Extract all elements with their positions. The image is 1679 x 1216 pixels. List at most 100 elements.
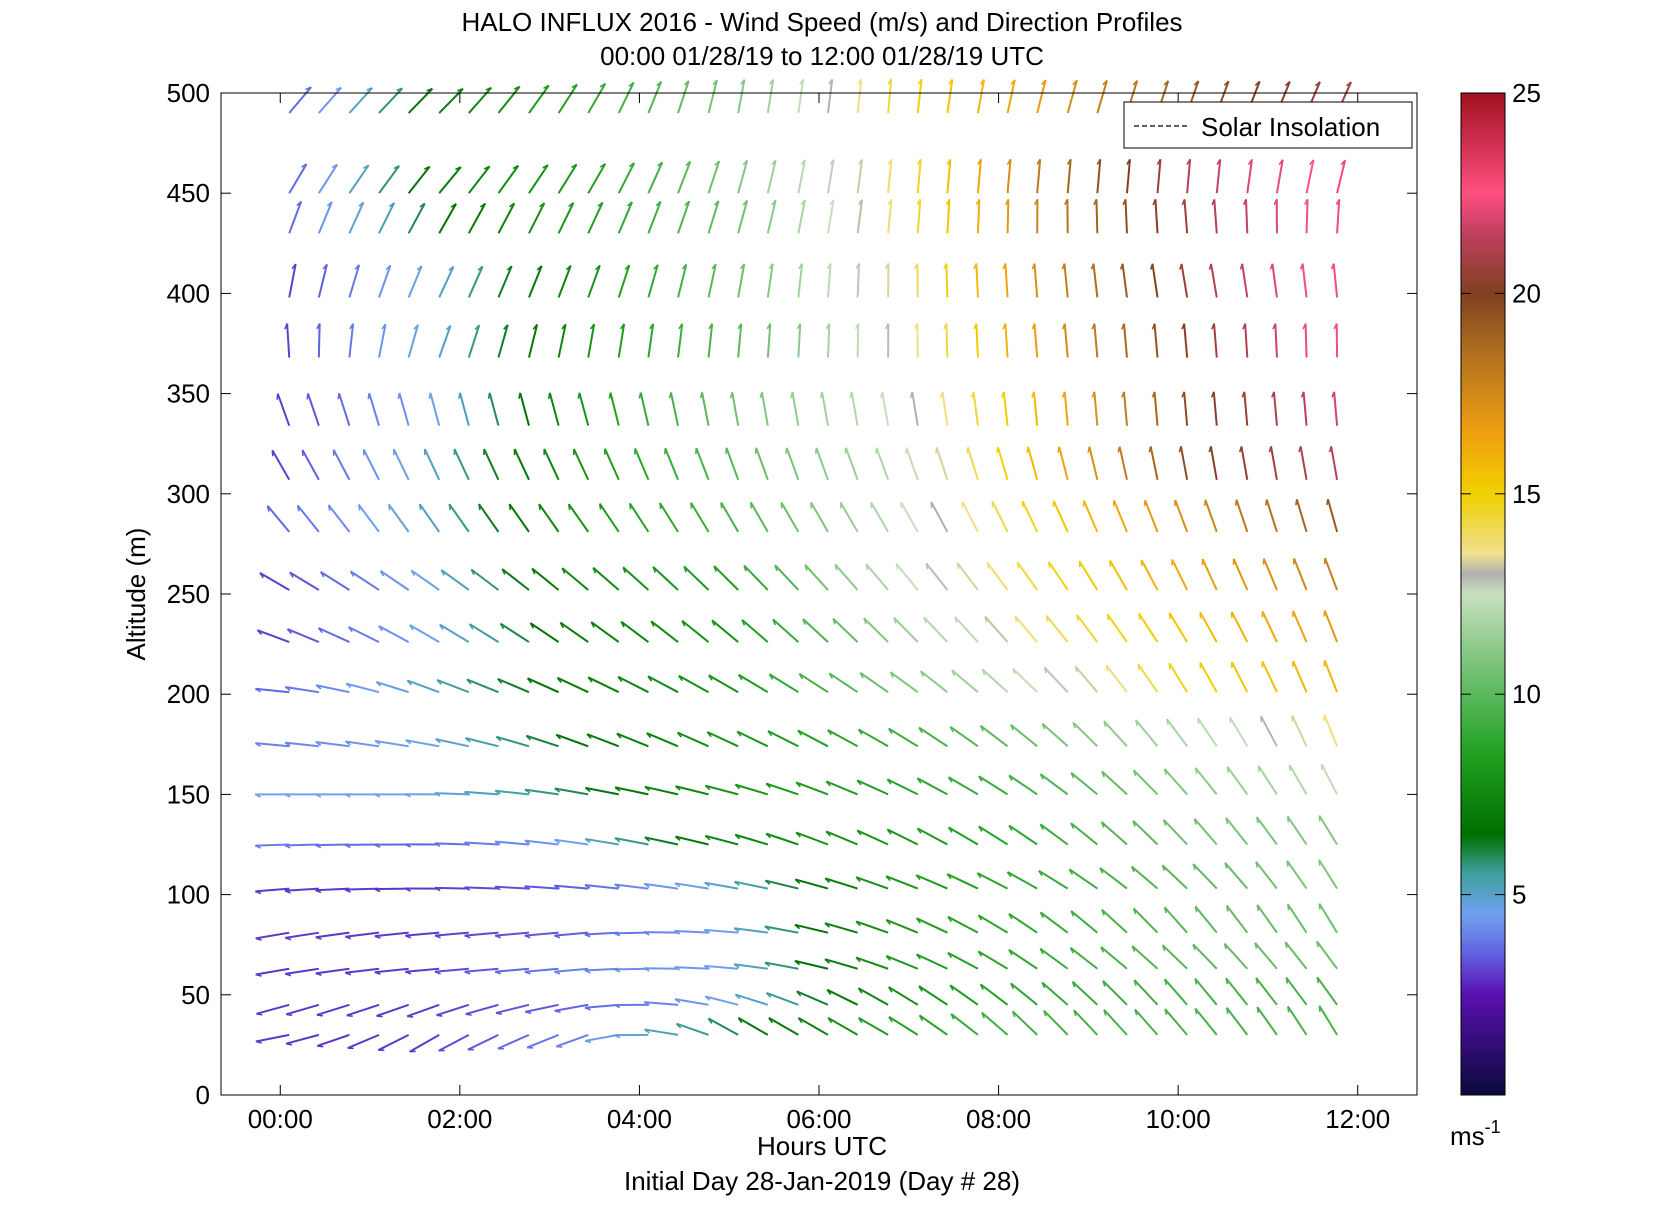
wind-arrow-head (863, 617, 867, 625)
wind-arrow-shaft (856, 79, 863, 114)
wind-arrow-shaft (791, 392, 800, 426)
wind-arrow-shaft (1138, 613, 1159, 643)
wind-arrow-head (1197, 717, 1200, 725)
wind-arrow-shaft (1006, 199, 1010, 234)
wind-arrow (704, 995, 739, 1006)
wind-arrow-shaft (856, 199, 864, 234)
wind-arrow-head (909, 391, 914, 399)
wind-arrow-shaft (464, 886, 499, 890)
wind-arrow-head (885, 955, 891, 961)
wind-arrow-shaft (1180, 263, 1189, 298)
wind-arrow (707, 160, 721, 194)
wind-arrow-head (1039, 911, 1044, 919)
wind-arrow (434, 792, 469, 797)
wind-arrow-head (684, 200, 690, 206)
wind-arrow-head (1225, 905, 1229, 912)
wind-arrow-head (1238, 446, 1243, 453)
wind-arrow (434, 886, 469, 892)
wind-arrow-shaft (524, 885, 559, 890)
wind-arrow-shaft (644, 785, 679, 796)
wind-arrow (1161, 864, 1188, 890)
wind-arrow-head (656, 80, 662, 87)
wind-arrow-head (742, 199, 748, 206)
wind-arrow-head (1100, 821, 1105, 828)
wind-arrow-shaft (832, 617, 859, 643)
wind-arrow-head (1004, 198, 1010, 205)
wind-arrow-head (1043, 667, 1047, 674)
wind-arrow-head (905, 447, 908, 454)
wind-arrow-shaft (1043, 666, 1069, 693)
wind-arrow-shaft (767, 730, 799, 748)
wind-arrow-head (327, 504, 331, 512)
wind-arrow-shaft (824, 958, 858, 970)
wind-arrow-head (1163, 80, 1169, 86)
wind-arrow (524, 839, 559, 846)
wind-arrow-head (347, 626, 353, 633)
wind-arrow-shaft (887, 199, 893, 234)
wind-arrow-head (1211, 199, 1216, 206)
wind-arrow-shaft (1088, 446, 1099, 481)
wind-arrow-shaft (317, 201, 333, 234)
wind-arrow (586, 733, 620, 748)
wind-arrow-shaft (764, 925, 799, 934)
wind-arrow-head (1010, 983, 1015, 990)
wind-arrow-shaft (1212, 391, 1218, 426)
wind-arrow (1071, 980, 1099, 1006)
wind-arrow (713, 565, 739, 591)
wind-arrow-shaft (930, 501, 949, 533)
wind-arrow (1260, 715, 1278, 747)
wind-arrow-head (916, 198, 922, 205)
wind-arrow (1211, 323, 1218, 358)
wind-arrow (284, 793, 319, 798)
wind-arrow-shaft (438, 266, 455, 298)
wind-arrow-shaft (538, 503, 560, 533)
wind-arrow-shaft (1036, 159, 1042, 194)
wind-arrow-head (532, 324, 538, 330)
wind-arrow (646, 732, 679, 748)
wind-arrow-head (979, 983, 984, 990)
wind-arrow (266, 505, 291, 533)
wind-arrow-shaft (378, 202, 396, 234)
wind-arrow-head (1099, 867, 1104, 874)
wind-arrow (765, 991, 799, 1006)
wind-arrow (377, 1033, 410, 1052)
wind-arrow-shaft (296, 504, 320, 533)
wind-arrow-head (571, 83, 578, 89)
wind-arrow-shaft (976, 159, 982, 194)
wind-arrow-shaft (766, 159, 777, 194)
wind-arrow-shaft (735, 993, 769, 1006)
wind-arrow-head (1064, 198, 1069, 206)
wind-arrow-shaft (881, 392, 890, 426)
wind-arrow-head (796, 990, 802, 997)
wind-arrow (584, 967, 619, 974)
wind-arrow-head (657, 161, 663, 167)
wind-arrow-head (1335, 198, 1340, 205)
wind-arrow (409, 1034, 440, 1053)
wind-arrow-shaft (585, 1033, 619, 1042)
wind-arrow-shaft (1323, 660, 1339, 693)
wind-arrow-head (854, 323, 860, 330)
wind-arrow-head (740, 263, 745, 270)
wind-arrow-head (349, 570, 355, 577)
wind-arrow-shaft (1225, 977, 1249, 1006)
wind-arrow-head (794, 878, 801, 885)
wind-arrow-head (834, 564, 838, 571)
wind-arrow-head (577, 392, 581, 399)
wind-arrow (984, 615, 1009, 643)
wind-arrow-head (996, 447, 999, 454)
wind-arrow-head (1163, 768, 1167, 775)
wind-arrow-head (740, 79, 746, 85)
wind-arrow (1026, 446, 1039, 481)
wind-arrow (255, 887, 290, 895)
wind-arrow-shaft (731, 392, 740, 426)
wind-arrow-head (553, 884, 560, 890)
wind-arrow (435, 738, 470, 748)
wind-arrow-head (405, 970, 412, 975)
wind-arrow-head (785, 447, 788, 454)
wind-arrow (925, 562, 949, 591)
wind-arrow-shaft (997, 446, 1009, 481)
wind-arrow (410, 569, 440, 591)
wind-arrow-head (893, 617, 897, 624)
wind-arrow-shaft (405, 739, 440, 748)
wind-arrow (644, 785, 679, 796)
